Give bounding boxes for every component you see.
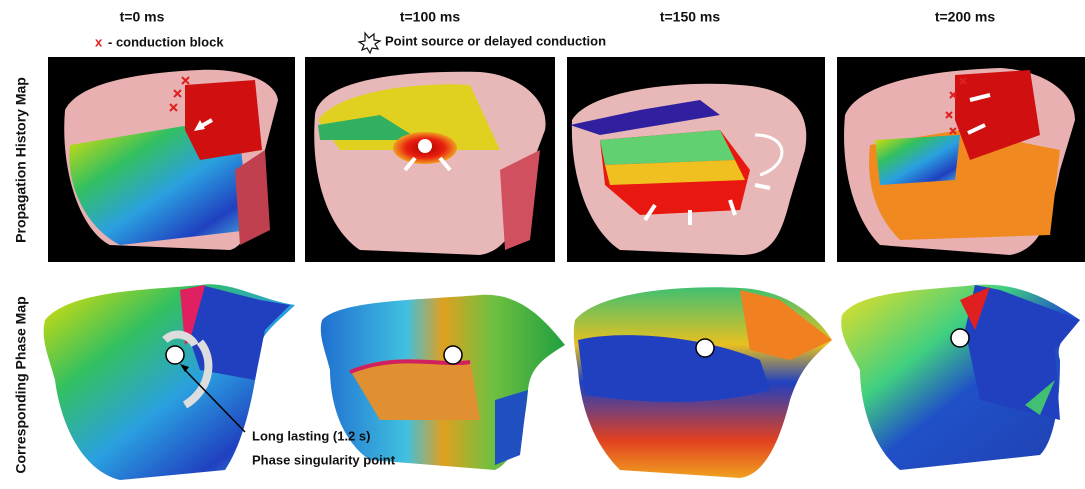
point-source-icon: [359, 33, 380, 53]
propagation-panel: [305, 57, 555, 262]
phase-panel: [841, 285, 1080, 470]
legend-symbol: x: [95, 34, 103, 49]
phase-panel: [321, 295, 565, 470]
phase-panel: [44, 284, 295, 480]
figure: t=0 ms t=100 ms t=150 ms t=200 ms x - co…: [0, 0, 1085, 489]
annotation-line: Long lasting (1.2 s): [252, 428, 370, 443]
propagation-panel: [48, 57, 295, 262]
column-label: t=100 ms: [400, 9, 461, 25]
annotation-line: Phase singularity point: [252, 452, 396, 467]
column-label: t=200 ms: [935, 9, 996, 25]
phase-panel: [574, 287, 832, 478]
legend-label: - conduction block: [108, 34, 224, 49]
row-label: Corresponding Phase Map: [13, 296, 29, 473]
column-label: t=150 ms: [660, 9, 721, 25]
row-label: Propagation History Map: [13, 77, 29, 243]
column-label: t=0 ms: [120, 9, 165, 25]
propagation-panel: [567, 57, 825, 262]
legend-label: Point source or delayed conduction: [385, 33, 606, 48]
propagation-panel: [837, 57, 1085, 262]
